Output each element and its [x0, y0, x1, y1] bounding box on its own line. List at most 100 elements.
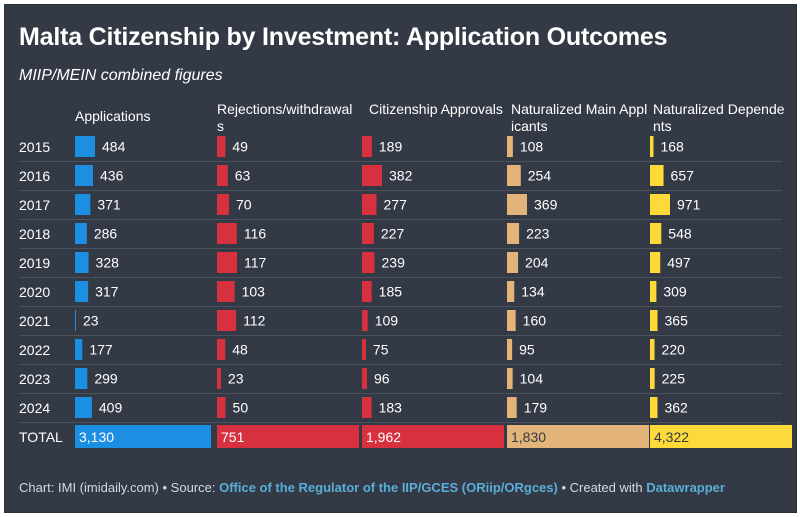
data-label: 365 [665, 313, 689, 329]
total-label: 751 [221, 429, 245, 445]
data-label: 497 [667, 255, 691, 271]
bar [362, 194, 377, 215]
data-label: 362 [664, 400, 688, 416]
total-label: 3,130 [79, 429, 114, 445]
bar [507, 310, 516, 331]
column-header-rejections: Rejections/withdrawals [217, 101, 353, 134]
bar [217, 136, 226, 157]
row-label-year: 2016 [19, 168, 51, 184]
footer-separator: • Source: [158, 480, 220, 495]
data-label: 117 [244, 255, 267, 271]
bar [75, 252, 89, 273]
data-label: 116 [244, 226, 267, 242]
footer-source-link[interactable]: Office of the Regulator of the IIP/GCES … [219, 480, 558, 495]
data-label: 657 [671, 168, 695, 184]
data-label: 309 [663, 284, 687, 300]
bar [650, 136, 654, 157]
data-label: 160 [523, 313, 547, 329]
data-label: 254 [528, 168, 552, 184]
data-label: 286 [94, 226, 118, 242]
bar [650, 339, 655, 360]
bar [217, 339, 226, 360]
data-label: 23 [83, 313, 99, 329]
bar [362, 281, 372, 302]
bar [362, 397, 372, 418]
data-label: 23 [228, 371, 244, 387]
footer-datawrapper-link[interactable]: Datawrapper [646, 480, 725, 495]
row-separator [19, 393, 782, 394]
row-label-year: 2024 [19, 400, 51, 416]
bar [362, 252, 375, 273]
bar [362, 368, 368, 389]
bar [650, 194, 670, 215]
bar [217, 223, 237, 244]
row-label-total: TOTAL [19, 429, 63, 445]
bar [650, 281, 657, 302]
row-separator [19, 422, 782, 423]
row-label-year: 2019 [19, 255, 51, 271]
row-separator [19, 190, 782, 191]
bar [507, 194, 527, 215]
bar [362, 223, 374, 244]
row-label-year: 2021 [19, 313, 51, 329]
row-separator [19, 219, 782, 220]
data-label: 183 [379, 400, 403, 416]
data-label: 185 [379, 284, 403, 300]
row-separator [19, 248, 782, 249]
data-label: 220 [662, 342, 686, 358]
row-separator [19, 161, 782, 162]
row-separator [19, 306, 782, 307]
bar [507, 223, 520, 244]
bar-chart: 484 436 371 286 328 317 23 177 299 409 3,130 49 63 70… [75, 136, 792, 448]
bar [507, 136, 513, 157]
total-bar [650, 425, 792, 448]
data-label: 112 [243, 313, 266, 329]
data-label: 484 [102, 139, 126, 155]
bar [217, 281, 235, 302]
row-separator [19, 277, 782, 278]
row-label-year: 2022 [19, 342, 51, 358]
data-label: 317 [95, 284, 119, 300]
bar [75, 397, 92, 418]
bar [362, 310, 368, 331]
data-label: 971 [677, 197, 701, 213]
total-bar [75, 425, 211, 448]
data-label: 104 [520, 371, 544, 387]
data-label: 189 [379, 139, 403, 155]
row-label-year: 2017 [19, 197, 51, 213]
data-label: 70 [236, 197, 252, 213]
data-label: 227 [381, 226, 405, 242]
bar [75, 136, 95, 157]
data-label: 96 [374, 371, 390, 387]
bar [75, 281, 89, 302]
bar [650, 252, 661, 273]
row-label-year: 2023 [19, 371, 51, 387]
data-label: 328 [96, 255, 120, 271]
bar [507, 339, 513, 360]
bar [650, 368, 655, 389]
bar [507, 281, 515, 302]
row-separator [19, 335, 782, 336]
data-label: 409 [99, 400, 123, 416]
data-label: 75 [373, 342, 389, 358]
footer-separator: • Created with [557, 480, 647, 495]
data-label: 168 [660, 139, 684, 155]
bar [75, 194, 91, 215]
chart-title: Malta Citizenship by Investment: Applica… [19, 23, 668, 51]
data-label: 109 [375, 313, 399, 329]
bar [217, 194, 229, 215]
bar [362, 136, 372, 157]
chart-footer: Chart: IMI (imidaily.com) • Source: Offi… [19, 480, 725, 495]
total-label: 1,830 [511, 429, 546, 445]
data-label: 548 [668, 226, 692, 242]
data-label: 371 [97, 197, 121, 213]
bar [217, 397, 226, 418]
bar [650, 165, 664, 186]
bar [75, 368, 88, 389]
data-label: 134 [521, 284, 545, 300]
row-label-year: 2020 [19, 284, 51, 300]
bar [650, 397, 658, 418]
row-label-year: 2015 [19, 139, 51, 155]
data-label: 225 [662, 371, 686, 387]
